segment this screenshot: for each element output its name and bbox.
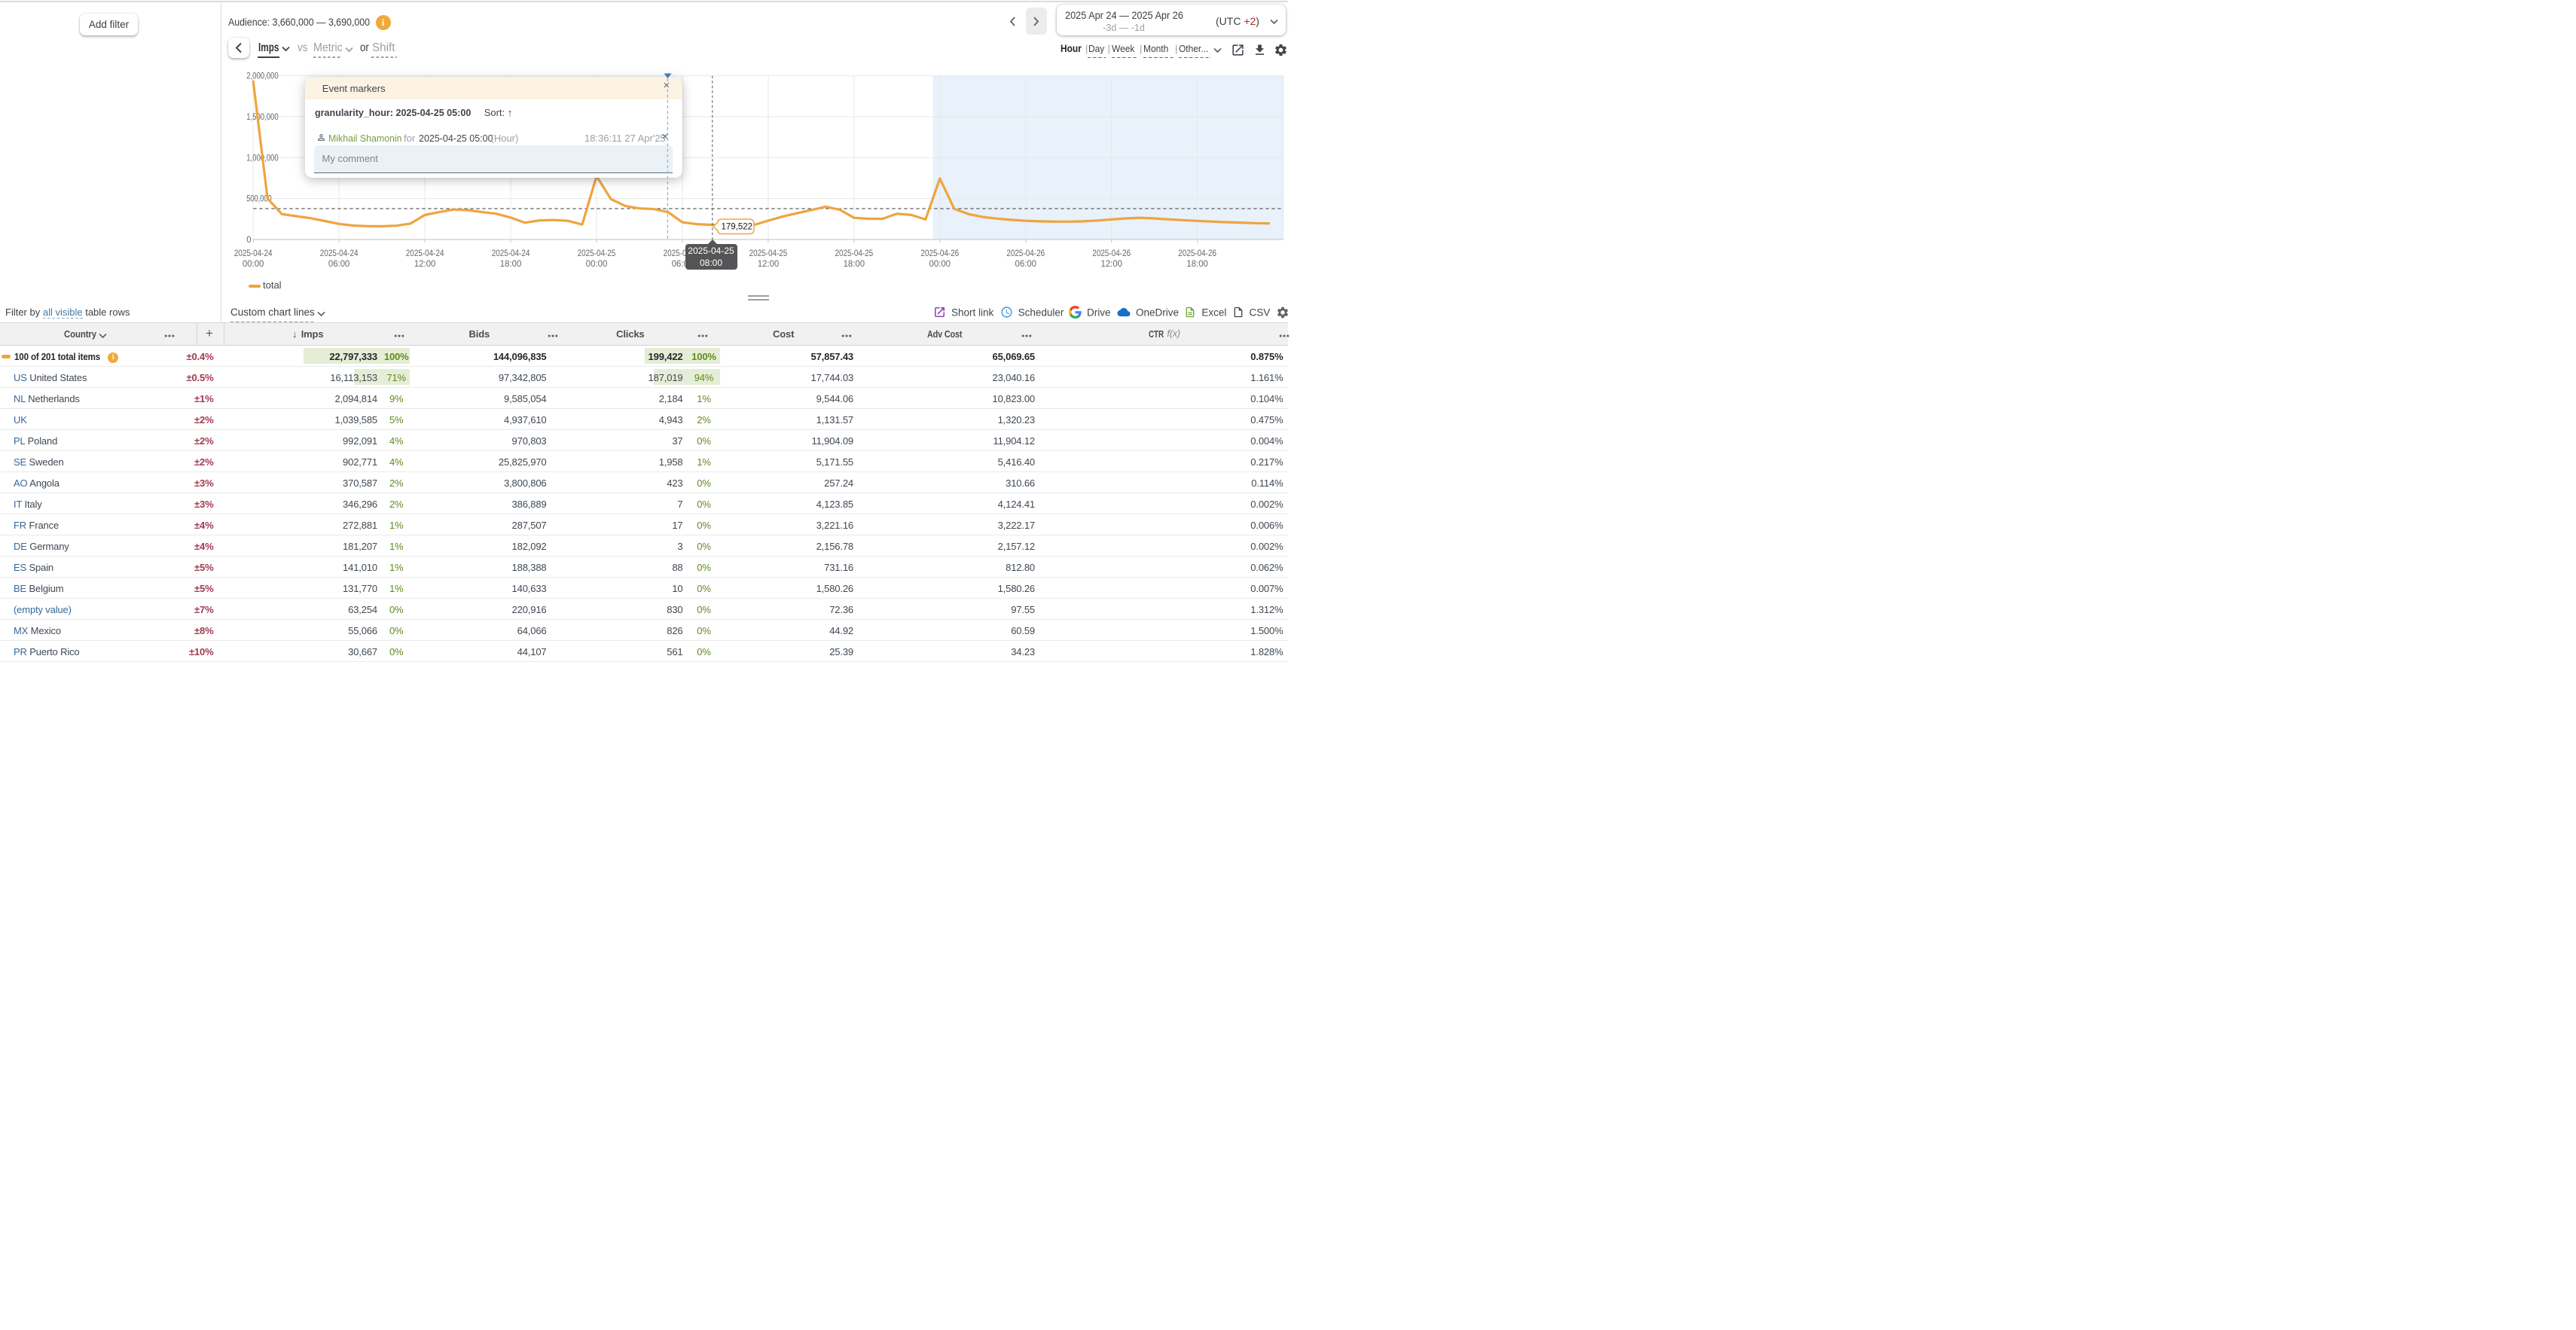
svg-text:00:00: 00:00 [586, 260, 608, 269]
svg-text:12:00: 12:00 [414, 260, 436, 269]
svg-text:12:00: 12:00 [758, 260, 779, 269]
svg-text:18:00: 18:00 [500, 260, 522, 269]
svg-text:2025-04-24: 2025-04-24 [234, 249, 273, 258]
svg-text:2025-04-26: 2025-04-26 [1006, 249, 1045, 258]
svg-text:2025-04-25: 2025-04-25 [578, 249, 616, 258]
svg-text:2025-04-24: 2025-04-24 [320, 249, 359, 258]
svg-text:06:00: 06:00 [328, 260, 350, 269]
svg-text:179,522: 179,522 [721, 222, 752, 231]
svg-text:2025-04-25: 2025-04-25 [835, 249, 874, 258]
svg-text:18:00: 18:00 [844, 260, 865, 269]
svg-text:12:00: 12:00 [1101, 260, 1123, 269]
svg-text:2025-04-26: 2025-04-26 [1092, 249, 1131, 258]
svg-text:2,000,000: 2,000,000 [246, 72, 279, 81]
svg-text:2025-04-25: 2025-04-25 [749, 249, 788, 258]
svg-text:00:00: 00:00 [929, 260, 951, 269]
svg-text:18:00: 18:00 [1186, 260, 1208, 269]
svg-text:2025-04-24: 2025-04-24 [492, 249, 530, 258]
svg-text:500,000: 500,000 [246, 195, 272, 204]
svg-text:0: 0 [246, 236, 251, 245]
svg-text:00:00: 00:00 [243, 260, 264, 269]
svg-text:2025-04-24: 2025-04-24 [406, 249, 444, 258]
svg-text:1,500,000: 1,500,000 [246, 113, 279, 122]
svg-text:2025-04-26: 2025-04-26 [1178, 249, 1216, 258]
svg-text:06:00: 06:00 [1015, 260, 1037, 269]
svg-text:2025-04-26: 2025-04-26 [921, 249, 960, 258]
